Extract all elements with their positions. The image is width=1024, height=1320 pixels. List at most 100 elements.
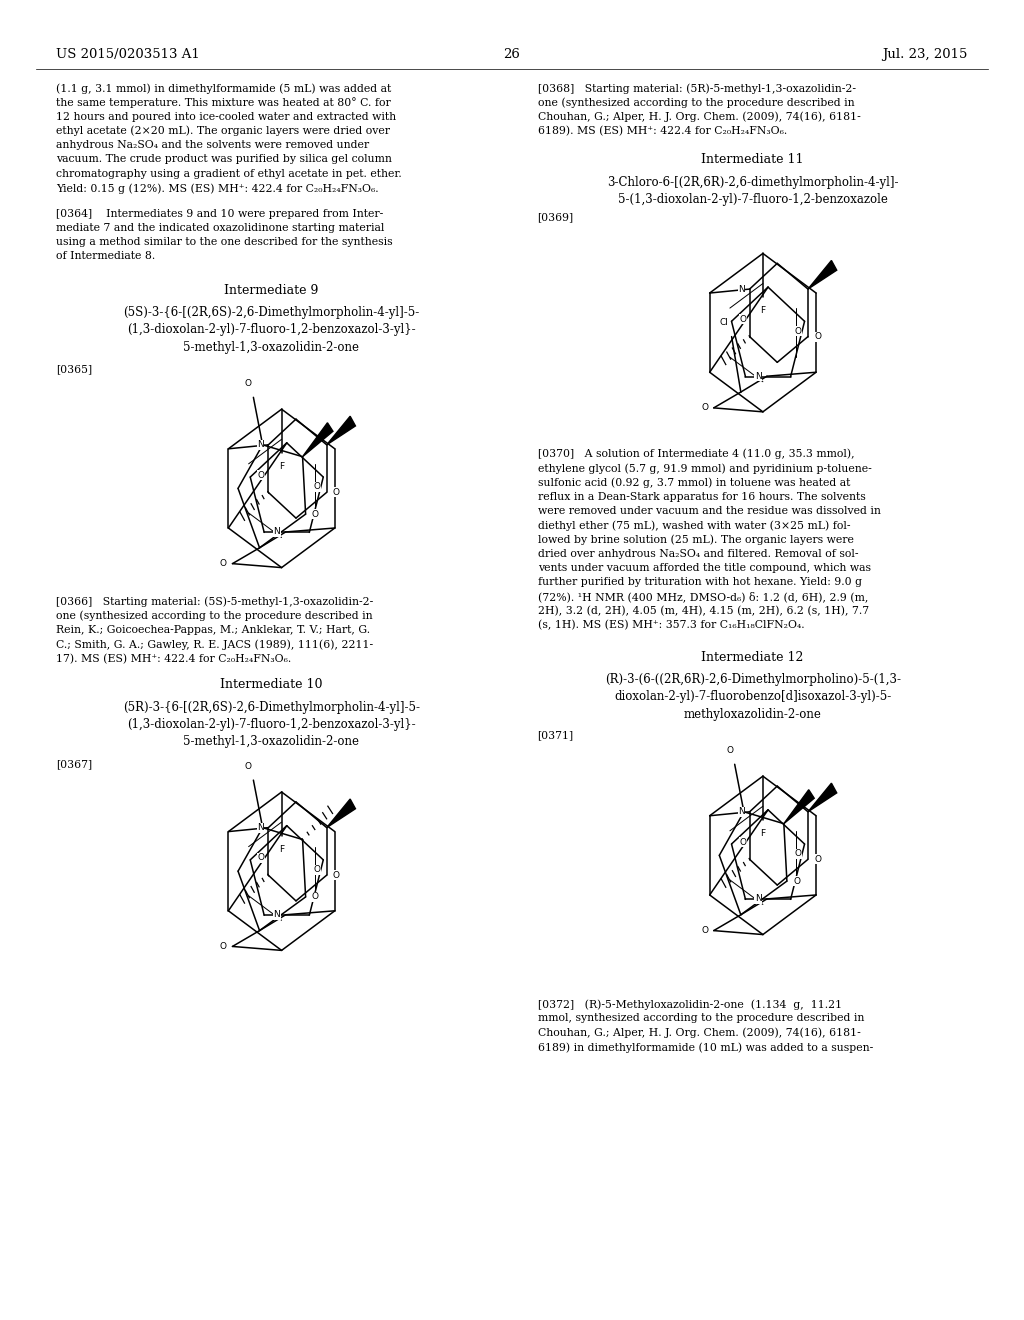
Polygon shape xyxy=(327,416,355,445)
Text: 5-methyl-1,3-oxazolidin-2-one: 5-methyl-1,3-oxazolidin-2-one xyxy=(183,735,359,748)
Text: 3-Chloro-6-[(2R,6R)-2,6-dimethylmorpholin-4-yl]-: 3-Chloro-6-[(2R,6R)-2,6-dimethylmorpholi… xyxy=(607,176,898,189)
Text: 5-(1,3-dioxolan-2-yl)-7-fluoro-1,2-benzoxazole: 5-(1,3-dioxolan-2-yl)-7-fluoro-1,2-benzo… xyxy=(617,193,888,206)
Text: [0367]: [0367] xyxy=(56,759,92,770)
Text: anhydrous Na₂SO₄ and the solvents were removed under: anhydrous Na₂SO₄ and the solvents were r… xyxy=(56,140,370,150)
Text: the same temperature. This mixture was heated at 80° C. for: the same temperature. This mixture was h… xyxy=(56,98,391,108)
Text: 17). MS (ES) MH⁺: 422.4 for C₂₀H₂₄FN₃O₆.: 17). MS (ES) MH⁺: 422.4 for C₂₀H₂₄FN₃O₆. xyxy=(56,653,292,664)
Text: F: F xyxy=(279,462,285,471)
Text: O: O xyxy=(795,850,802,858)
Text: reflux in a Dean-Stark apparatus for 16 hours. The solvents: reflux in a Dean-Stark apparatus for 16 … xyxy=(538,491,865,502)
Text: N: N xyxy=(257,824,264,832)
Text: mediate 7 and the indicated oxazolidinone starting material: mediate 7 and the indicated oxazolidinon… xyxy=(56,223,385,232)
Text: N: N xyxy=(755,895,762,903)
Text: 5-methyl-1,3-oxazolidin-2-one: 5-methyl-1,3-oxazolidin-2-one xyxy=(183,341,359,354)
Text: (1.1 g, 3.1 mmol) in dimethylformamide (5 mL) was added at: (1.1 g, 3.1 mmol) in dimethylformamide (… xyxy=(56,83,391,94)
Text: ethylene glycol (5.7 g, 91.9 mmol) and pyridinium p-toluene-: ethylene glycol (5.7 g, 91.9 mmol) and p… xyxy=(538,463,871,474)
Text: dioxolan-2-yl)-7-fluorobenzo[d]isoxazol-3-yl)-5-: dioxolan-2-yl)-7-fluorobenzo[d]isoxazol-… xyxy=(614,690,891,704)
Text: [0364]    Intermediates 9 and 10 were prepared from Inter-: [0364] Intermediates 9 and 10 were prepa… xyxy=(56,209,384,219)
Text: vacuum. The crude product was purified by silica gel column: vacuum. The crude product was purified b… xyxy=(56,154,392,165)
Text: (1,3-dioxolan-2-yl)-7-fluoro-1,2-benzoxazol-3-yl}-: (1,3-dioxolan-2-yl)-7-fluoro-1,2-benzoxa… xyxy=(127,718,416,731)
Text: O: O xyxy=(313,866,321,874)
Text: [0368]   Starting material: (5R)-5-methyl-1,3-oxazolidin-2-: [0368] Starting material: (5R)-5-methyl-… xyxy=(538,83,856,94)
Text: Chouhan, G.; Alper, H. J. Org. Chem. (2009), 74(16), 6181-: Chouhan, G.; Alper, H. J. Org. Chem. (20… xyxy=(538,1028,860,1039)
Text: [0371]: [0371] xyxy=(538,730,573,741)
Text: O: O xyxy=(333,488,340,496)
Text: O: O xyxy=(258,471,265,479)
Text: one (synthesized according to the procedure described in: one (synthesized according to the proced… xyxy=(56,611,373,622)
Text: dried over anhydrous Na₂SO₄ and filtered. Removal of sol-: dried over anhydrous Na₂SO₄ and filtered… xyxy=(538,549,858,558)
Polygon shape xyxy=(783,789,814,824)
Text: Yield: 0.15 g (12%). MS (ES) MH⁺: 422.4 for C₂₀H₂₄FN₃O₆.: Yield: 0.15 g (12%). MS (ES) MH⁺: 422.4 … xyxy=(56,183,379,194)
Text: (R)-3-(6-((2R,6R)-2,6-Dimethylmorpholino)-5-(1,3-: (R)-3-(6-((2R,6R)-2,6-Dimethylmorpholino… xyxy=(604,673,901,686)
Text: O: O xyxy=(726,746,733,755)
Text: O: O xyxy=(311,892,318,902)
Text: O: O xyxy=(814,855,821,863)
Text: 6189) in dimethylformamide (10 mL) was added to a suspen-: 6189) in dimethylformamide (10 mL) was a… xyxy=(538,1041,872,1052)
Text: further purified by trituration with hot hexane. Yield: 9.0 g: further purified by trituration with hot… xyxy=(538,577,861,587)
Text: C.; Smith, G. A.; Gawley, R. E. JACS (1989), 111(6), 2211-: C.; Smith, G. A.; Gawley, R. E. JACS (19… xyxy=(56,639,374,649)
Text: [0369]: [0369] xyxy=(538,213,573,223)
Text: [0372]   (R)-5-Methyloxazolidin-2-one  (1.134  g,  11.21: [0372] (R)-5-Methyloxazolidin-2-one (1.1… xyxy=(538,999,842,1010)
Text: O: O xyxy=(311,510,318,519)
Text: Rein, K.; Goicoechea-Pappas, M.; Anklekar, T. V.; Hart, G.: Rein, K.; Goicoechea-Pappas, M.; Ankleka… xyxy=(56,626,371,635)
Text: O: O xyxy=(313,483,321,491)
Text: lowed by brine solution (25 mL). The organic layers were: lowed by brine solution (25 mL). The org… xyxy=(538,535,853,545)
Text: (5S)-3-{6-[(2R,6S)-2,6-Dimethylmorpholin-4-yl]-5-: (5S)-3-{6-[(2R,6S)-2,6-Dimethylmorpholin… xyxy=(123,306,420,319)
Polygon shape xyxy=(808,260,837,289)
Text: O: O xyxy=(245,762,252,771)
Text: 2H), 3.2 (d, 2H), 4.05 (m, 4H), 4.15 (m, 2H), 6.2 (s, 1H), 7.7: 2H), 3.2 (d, 2H), 4.05 (m, 4H), 4.15 (m,… xyxy=(538,606,868,616)
Text: 6189). MS (ES) MH⁺: 422.4 for C₂₀H₂₄FN₃O₆.: 6189). MS (ES) MH⁺: 422.4 for C₂₀H₂₄FN₃O… xyxy=(538,125,786,136)
Text: N: N xyxy=(738,285,745,293)
Text: O: O xyxy=(220,560,227,568)
Text: vents under vacuum afforded the title compound, which was: vents under vacuum afforded the title co… xyxy=(538,562,870,573)
Text: Cl: Cl xyxy=(720,318,728,327)
Text: F: F xyxy=(760,829,766,838)
Text: O: O xyxy=(739,315,746,323)
Text: one (synthesized according to the procedure described in: one (synthesized according to the proced… xyxy=(538,98,854,108)
Text: ethyl acetate (2×20 mL). The organic layers were dried over: ethyl acetate (2×20 mL). The organic lay… xyxy=(56,125,390,136)
Text: [0370]   A solution of Intermediate 4 (11.0 g, 35.3 mmol),: [0370] A solution of Intermediate 4 (11.… xyxy=(538,449,854,459)
Text: N: N xyxy=(273,911,281,919)
Text: N: N xyxy=(257,441,264,449)
Polygon shape xyxy=(302,422,333,457)
Text: Chouhan, G.; Alper, H. J. Org. Chem. (2009), 74(16), 6181-: Chouhan, G.; Alper, H. J. Org. Chem. (20… xyxy=(538,112,860,123)
Polygon shape xyxy=(808,783,837,812)
Text: (5R)-3-{6-[(2R,6S)-2,6-Dimethylmorpholin-4-yl]-5-: (5R)-3-{6-[(2R,6S)-2,6-Dimethylmorpholin… xyxy=(123,701,420,714)
Text: sulfonic acid (0.92 g, 3.7 mmol) in toluene was heated at: sulfonic acid (0.92 g, 3.7 mmol) in tolu… xyxy=(538,478,850,488)
Text: Intermediate 10: Intermediate 10 xyxy=(220,678,323,692)
Text: (72%). ¹H NMR (400 MHz, DMSO-d₆) δ: 1.2 (d, 6H), 2.9 (m,: (72%). ¹H NMR (400 MHz, DMSO-d₆) δ: 1.2 … xyxy=(538,591,868,602)
Text: (1,3-dioxolan-2-yl)-7-fluoro-1,2-benzoxazol-3-yl}-: (1,3-dioxolan-2-yl)-7-fluoro-1,2-benzoxa… xyxy=(127,323,416,337)
Text: 12 hours and poured into ice-cooled water and extracted with: 12 hours and poured into ice-cooled wate… xyxy=(56,112,396,121)
Text: Jul. 23, 2015: Jul. 23, 2015 xyxy=(883,48,968,61)
Text: O: O xyxy=(701,404,709,412)
Text: Intermediate 9: Intermediate 9 xyxy=(224,284,318,297)
Text: N: N xyxy=(755,372,762,380)
Text: F: F xyxy=(760,306,766,315)
Text: O: O xyxy=(793,876,800,886)
Text: F: F xyxy=(279,845,285,854)
Text: [0365]: [0365] xyxy=(56,364,92,375)
Text: O: O xyxy=(814,333,821,341)
Text: of Intermediate 8.: of Intermediate 8. xyxy=(56,251,156,261)
Text: N: N xyxy=(273,528,281,536)
Polygon shape xyxy=(327,799,355,828)
Text: mmol, synthesized according to the procedure described in: mmol, synthesized according to the proce… xyxy=(538,1014,864,1023)
Text: O: O xyxy=(220,942,227,950)
Text: O: O xyxy=(245,379,252,388)
Text: methyloxazolidin-2-one: methyloxazolidin-2-one xyxy=(684,708,821,721)
Text: O: O xyxy=(739,838,746,846)
Text: were removed under vacuum and the residue was dissolved in: were removed under vacuum and the residu… xyxy=(538,506,881,516)
Text: using a method similar to the one described for the synthesis: using a method similar to the one descri… xyxy=(56,238,393,247)
Text: O: O xyxy=(795,327,802,335)
Text: N: N xyxy=(738,808,745,816)
Text: [0366]   Starting material: (5S)-5-methyl-1,3-oxazolidin-2-: [0366] Starting material: (5S)-5-methyl-… xyxy=(56,597,374,607)
Text: O: O xyxy=(701,927,709,935)
Text: O: O xyxy=(258,854,265,862)
Text: (s, 1H). MS (ES) MH⁺: 357.3 for C₁₆H₁₈ClFN₂O₄.: (s, 1H). MS (ES) MH⁺: 357.3 for C₁₆H₁₈Cl… xyxy=(538,620,804,630)
Text: US 2015/0203513 A1: US 2015/0203513 A1 xyxy=(56,48,200,61)
Text: O: O xyxy=(333,871,340,879)
Text: diethyl ether (75 mL), washed with water (3×25 mL) fol-: diethyl ether (75 mL), washed with water… xyxy=(538,520,850,531)
Text: Intermediate 11: Intermediate 11 xyxy=(701,153,804,166)
Text: 26: 26 xyxy=(504,48,520,61)
Text: Intermediate 12: Intermediate 12 xyxy=(701,651,804,664)
